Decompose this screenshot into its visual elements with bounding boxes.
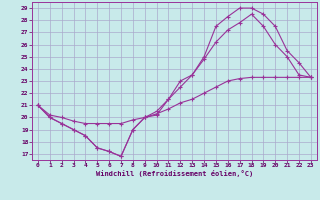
X-axis label: Windchill (Refroidissement éolien,°C): Windchill (Refroidissement éolien,°C) <box>96 170 253 177</box>
